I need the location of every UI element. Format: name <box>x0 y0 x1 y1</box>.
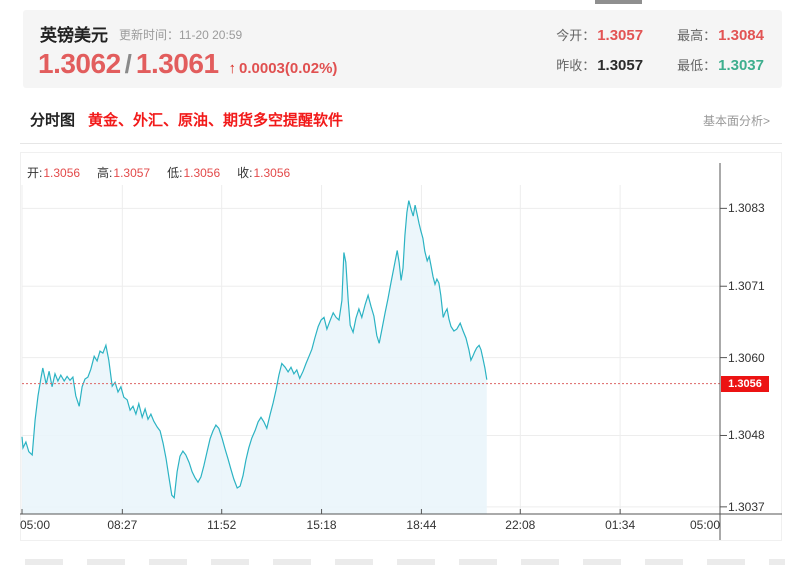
current-price-tag: 1.3056 <box>721 375 769 392</box>
ohlc-close: 收:1.3056 <box>237 164 290 181</box>
cutoff-top-fragment <box>595 0 642 4</box>
x-tick-label: 22:08 <box>505 518 536 532</box>
y-tick-label: 1.3083 <box>728 201 765 216</box>
quote-row: 1.3062/1.3061 ↑ 0.0003(0.02%) <box>38 48 337 80</box>
update-time: 更新时间：11-20 20:59 <box>119 28 243 42</box>
stat-prev-close: 昨收： 1.3057 <box>556 55 643 75</box>
ohlc-value: 1.3056 <box>253 166 291 180</box>
x-tick-label: 08:27 <box>107 518 138 532</box>
ohlc-high: 高:1.3057 <box>97 164 150 181</box>
up-arrow-icon: ↑ <box>228 60 237 77</box>
stat-value: 1.3057 <box>597 57 644 74</box>
ohlc-label: 低: <box>167 166 183 180</box>
y-tick-label: 1.3071 <box>728 279 765 294</box>
tab-row: 分时图 黄金、外汇、原油、期货多空提醒软件 基本面分析> <box>30 109 770 130</box>
fundamental-analysis-link[interactable]: 基本面分析> <box>702 114 770 128</box>
ohlc-label: 收: <box>237 166 253 180</box>
stat-value: 1.3084 <box>718 27 764 44</box>
stat-low: 最低： 1.3037 <box>677 55 764 75</box>
stat-open-today: 今开： 1.3057 <box>556 25 643 45</box>
stat-label: 最高： <box>677 28 717 43</box>
ohlc-low: 低:1.3056 <box>167 164 220 181</box>
chart-card <box>20 152 782 541</box>
x-tick-label: 11:52 <box>207 518 237 532</box>
cutoff-bottom-text-fragment <box>25 559 785 565</box>
divider <box>20 143 782 144</box>
stat-value: 1.3057 <box>597 27 644 44</box>
ohlc-label: 开: <box>27 166 43 180</box>
y-tick-label: 1.3060 <box>728 350 765 365</box>
stat-label: 最低： <box>677 58 717 73</box>
ohlc-value: 1.3056 <box>183 166 221 180</box>
stat-label: 昨收： <box>556 58 596 73</box>
price-area-fill <box>22 200 487 514</box>
y-tick-label: 1.3037 <box>728 499 765 514</box>
x-tick-label: 01:34 <box>605 518 636 532</box>
stat-label: 今开： <box>556 28 596 43</box>
x-tick-label: 05:00 <box>20 518 51 532</box>
ohlc-label: 高: <box>97 166 113 180</box>
ohlc-row: 开:1.3056 高:1.3057 低:1.3056 收:1.3056 <box>27 164 290 181</box>
quote-stats: 今开： 1.3057 最高： 1.3084 昨收： 1.3057 最低： 1.3037 <box>556 25 764 75</box>
price-separator: / <box>124 49 132 79</box>
x-tick-label: 15:18 <box>306 518 337 532</box>
stat-high: 最高： 1.3084 <box>677 25 764 45</box>
ohlc-value: 1.3056 <box>43 166 81 180</box>
y-tick-label: 1.3048 <box>728 428 765 443</box>
bid-price: 1.3062 <box>38 48 121 79</box>
promo-link[interactable]: 黄金、外汇、原油、期货多空提醒软件 <box>88 112 344 129</box>
price-change: 0.0003(0.02%) <box>239 60 338 77</box>
tab-timeshare-chart[interactable]: 分时图 <box>30 112 76 129</box>
ohlc-value: 1.3057 <box>113 166 151 180</box>
stat-value: 1.3037 <box>718 57 764 74</box>
symbol-name: 英镑美元 <box>40 26 108 45</box>
x-tick-label: 18:44 <box>406 518 437 532</box>
price-line <box>21 200 488 500</box>
ohlc-open: 开:1.3056 <box>27 164 80 181</box>
quote-header-card: 英镑美元 更新时间：11-20 20:59 1.3062/1.3061 ↑ 0.00… <box>23 10 782 88</box>
ask-price: 1.3061 <box>135 48 219 79</box>
x-tick-label: 05:00 <box>689 518 720 532</box>
